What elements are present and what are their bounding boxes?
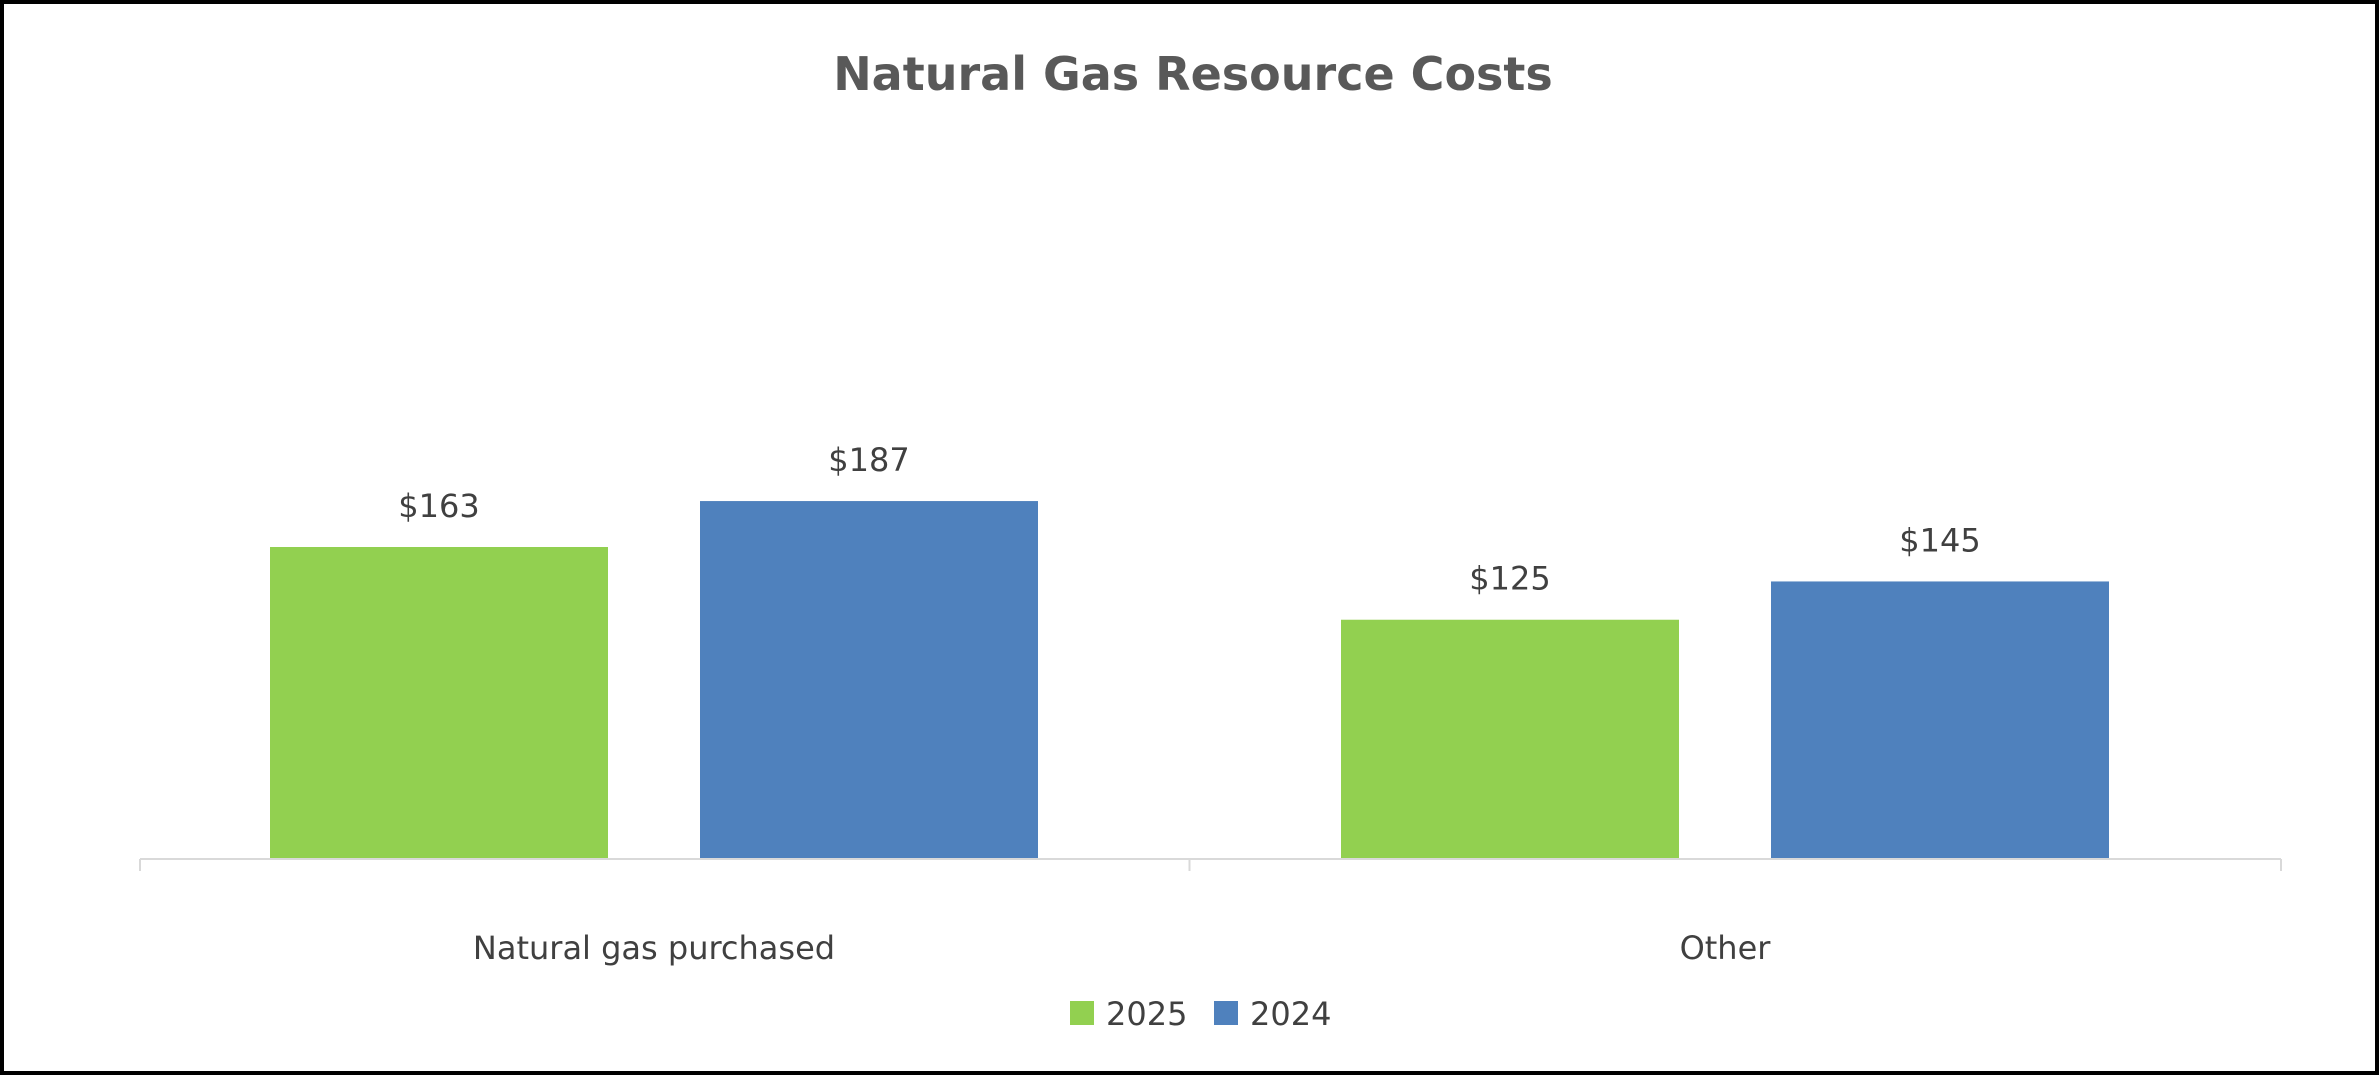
bars-layer [270, 501, 2109, 859]
value-label-2024-1: $145 [1899, 521, 1980, 559]
legend-swatch-2025 [1070, 1001, 1094, 1025]
category-label-0: Natural gas purchased [473, 929, 835, 967]
value-label-2025-0: $163 [398, 487, 479, 525]
x-axis: Natural gas purchased Other [139, 858, 2282, 967]
bar-2025-0 [270, 547, 608, 859]
value-labels-layer: $163 $125 $187 $145 [398, 441, 1980, 598]
value-label-2024-0: $187 [828, 441, 909, 479]
legend-label-2024: 2024 [1250, 995, 1331, 1033]
legend-label-2025: 2025 [1106, 995, 1187, 1033]
legend: 2025 2024 [1070, 995, 1331, 1033]
category-label-1: Other [1680, 929, 1772, 967]
bar-2025-1 [1341, 619, 1679, 859]
value-label-2025-1: $125 [1469, 560, 1550, 598]
chart-title: Natural Gas Resource Costs [833, 47, 1553, 101]
bar-2024-0 [700, 501, 1038, 859]
bar-chart: Natural Gas Resource Costs $163$125$187$… [139, 47, 2282, 1033]
bar-2024-1 [1771, 581, 2109, 859]
legend-swatch-2024 [1214, 1001, 1238, 1025]
